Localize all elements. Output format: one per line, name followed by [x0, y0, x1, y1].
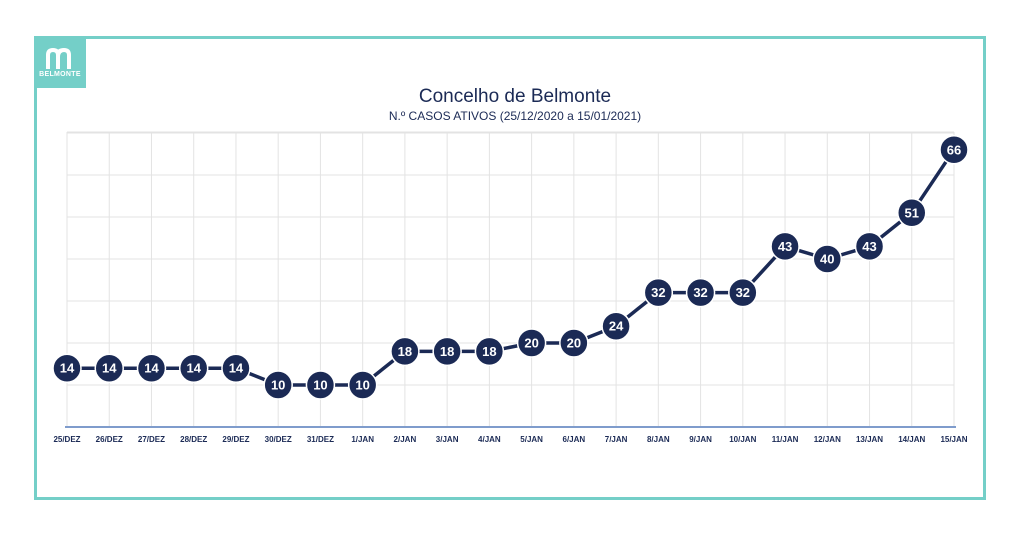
data-label: 10 [313, 378, 327, 393]
x-tick-label: 25/DEZ [53, 435, 80, 444]
data-label: 10 [271, 378, 285, 393]
x-tick-label: 26/DEZ [96, 435, 123, 444]
data-point [347, 370, 378, 400]
data-point [685, 277, 716, 308]
data-point [939, 135, 969, 165]
series-line [67, 148, 956, 387]
data-label: 43 [778, 239, 792, 254]
data-point [516, 328, 547, 358]
data-point [390, 336, 420, 367]
data-point [136, 353, 167, 383]
data-label: 20 [524, 336, 538, 351]
x-tick-label: 6/JAN [563, 435, 586, 444]
data-label: 14 [186, 361, 201, 376]
x-tick-label: 9/JAN [689, 435, 712, 444]
data-label: 32 [651, 285, 665, 300]
x-tick-label: 8/JAN [647, 435, 670, 444]
x-tick-label: 12/JAN [814, 435, 841, 444]
data-point [305, 370, 336, 400]
x-tick-label: 10/JAN [729, 435, 756, 444]
x-tick-label: 1/JAN [351, 435, 374, 444]
data-label: 18 [440, 344, 454, 359]
data-point [854, 231, 885, 262]
data-point [52, 353, 82, 383]
data-point [559, 328, 589, 358]
x-tick-label: 28/DEZ [180, 435, 207, 444]
data-point [221, 353, 251, 383]
x-tick-label: 7/JAN [605, 435, 628, 444]
data-label: 18 [482, 344, 496, 359]
data-point [770, 231, 800, 262]
data-label: 51 [905, 205, 919, 220]
x-tick-label: 4/JAN [478, 435, 501, 444]
data-point [432, 336, 462, 367]
x-tick-label: 31/DEZ [307, 435, 334, 444]
x-tick-label: 5/JAN [520, 435, 543, 444]
data-label: 14 [60, 361, 75, 376]
x-tick-label: 13/JAN [856, 435, 883, 444]
x-tick-label: 2/JAN [394, 435, 417, 444]
data-point [897, 198, 927, 228]
data-point [601, 311, 631, 341]
data-point [474, 336, 505, 367]
x-tick-label: 27/DEZ [138, 435, 165, 444]
data-point [178, 353, 209, 383]
x-tick-label: 11/JAN [772, 435, 799, 444]
data-label: 43 [862, 239, 876, 254]
data-label: 14 [144, 361, 159, 376]
data-label: 66 [947, 142, 961, 157]
data-label: 32 [693, 285, 707, 300]
data-label: 14 [229, 361, 244, 376]
chart-subtitle: N.º CASOS ATIVOS (25/12/2020 a 15/01/202… [388, 109, 642, 123]
chart-frame [34, 36, 986, 500]
data-label: 40 [820, 252, 834, 267]
x-tick-label: 3/JAN [436, 435, 459, 444]
data-point [263, 370, 293, 400]
data-label: 14 [102, 361, 117, 376]
data-point [728, 277, 758, 308]
data-label: 10 [355, 378, 369, 393]
logo-text: BELMONTE [39, 70, 81, 78]
data-label: 18 [398, 344, 412, 359]
chart-title: Concelho de Belmonte [418, 86, 612, 107]
data-point [643, 277, 674, 308]
data-label: 24 [609, 319, 624, 334]
data-label: 20 [567, 336, 581, 351]
data-label: 32 [736, 285, 750, 300]
x-tick-label: 29/DEZ [222, 435, 249, 444]
data-point [94, 353, 124, 383]
logo-m-icon [46, 47, 71, 69]
x-tick-label: 14/JAN [898, 435, 925, 444]
x-tick-label: 15/JAN [940, 435, 967, 444]
x-tick-label: 30/DEZ [265, 435, 292, 444]
belmonte-logo: BELMONTE [34, 36, 86, 88]
data-point [812, 244, 843, 274]
